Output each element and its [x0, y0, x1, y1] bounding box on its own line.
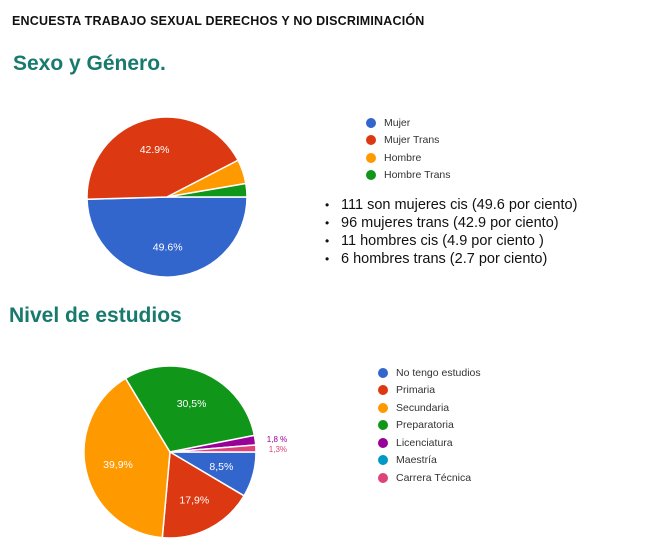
bullet-icon: •: [325, 198, 330, 212]
summary-text: 111 son mujeres cis (49.6 por ciento): [341, 197, 578, 213]
legend-swatch-icon: [378, 385, 388, 396]
legend-item-hombre-trans: Hombre Trans: [366, 167, 451, 185]
pie-chart-sexo-genero: 49.6% 42.9%: [86, 116, 248, 278]
legend-label: Hombre Trans: [384, 169, 451, 182]
legend-label: Carrera Técnica: [396, 471, 472, 484]
pie-slice-preparatoria: [124, 365, 256, 453]
legend-label: Hombre: [384, 151, 422, 164]
legend-swatch-icon: [378, 402, 388, 413]
legend-nivel-estudios: No tengo estudios Primaria Secundaria Prepa…: [378, 364, 481, 487]
pie-chart-nivel-estudios: 8,5% 17,9% 39,9% 30,5% 1,8 %1,3%: [83, 365, 287, 539]
legend-item-primaria: Primaria: [378, 382, 481, 400]
legend-item-mujer: Mujer: [366, 114, 451, 132]
bullet-icon: •: [325, 216, 330, 230]
bullet-icon: •: [325, 234, 330, 248]
legend-swatch-icon: [378, 420, 388, 431]
legend-item-mujer-trans: Mujer Trans: [366, 132, 451, 150]
summary-text: 6 hombres trans (2.7 por ciento): [341, 251, 548, 267]
summary-text: 11 hombres cis (4.9 por ciento ): [341, 233, 544, 249]
summary-bullet: • 111 son mujeres cis (49.6 por ciento): [325, 197, 577, 215]
pie-slice-mujer: [86, 196, 248, 278]
data-label-licenciatura: 1,8 %: [267, 435, 287, 444]
summary-bullet-list: • 111 son mujeres cis (49.6 por ciento) •…: [325, 197, 577, 269]
legend-label: Mujer: [384, 116, 411, 129]
legend-swatch-icon: [378, 472, 388, 483]
legend-swatch-icon: [378, 437, 388, 448]
legend-item-carrera-tecnica: Carrera Técnica: [378, 469, 481, 487]
legend-item-secundaria: Secundaria: [378, 399, 481, 417]
legend-swatch-icon: [366, 135, 376, 146]
legend-label: Maestría: [396, 454, 437, 467]
legend-swatch-icon: [378, 367, 388, 378]
summary-bullet: • 96 mujeres trans (42.9 por ciento): [325, 215, 577, 233]
legend-label: Primaria: [396, 384, 436, 397]
data-label-mujer: 49.6%: [153, 242, 183, 254]
legend-label: Mujer Trans: [384, 134, 440, 147]
data-label-preparatoria: 30,5%: [177, 398, 207, 410]
section-title-sexo-genero: Sexo y Género.: [13, 52, 166, 75]
data-label-mujer-trans: 42.9%: [140, 144, 170, 156]
legend-item-preparatoria: Preparatoria: [378, 417, 481, 435]
legend-swatch-icon: [378, 455, 388, 466]
section-title-nivel-estudios: Nivel de estudios: [9, 304, 182, 327]
legend-item-licenciatura: Licenciatura: [378, 434, 481, 452]
data-label-carrera-tecnica: 1,3%: [269, 445, 287, 454]
legend-label: Secundaria: [396, 401, 450, 414]
legend-item-no-tengo-estudios: No tengo estudios: [378, 364, 481, 382]
pie-slice-carrera-tecnica: [169, 444, 257, 453]
legend-label: No tengo estudios: [396, 366, 481, 379]
legend-sexo-genero: Mujer Mujer Trans Hombre Hombre Trans: [366, 114, 451, 184]
summary-bullet: • 6 hombres trans (2.7 por ciento): [325, 251, 577, 269]
data-label-secundaria: 39,9%: [103, 459, 133, 471]
legend-swatch-icon: [366, 117, 376, 128]
pie-slice-hombre-trans: [166, 182, 248, 198]
legend-item-hombre: Hombre: [366, 149, 451, 167]
legend-label: Preparatoria: [396, 419, 454, 432]
data-label-primaria: 17,9%: [179, 495, 209, 507]
document-title: ENCUESTA TRABAJO SEXUAL DERECHOS Y NO DI…: [12, 14, 425, 28]
data-label-no-tengo-estudios: 8,5%: [209, 461, 233, 473]
bullet-icon: •: [325, 252, 330, 266]
legend-item-maestria: Maestría: [378, 452, 481, 470]
summary-text: 96 mujeres trans (42.9 por ciento): [341, 215, 559, 231]
pie-slice-mujer-trans: [86, 116, 240, 201]
legend-swatch-icon: [366, 170, 376, 181]
summary-bullet: • 11 hombres cis (4.9 por ciento ): [325, 233, 577, 251]
legend-swatch-icon: [366, 152, 376, 163]
legend-label: Licenciatura: [396, 436, 453, 449]
